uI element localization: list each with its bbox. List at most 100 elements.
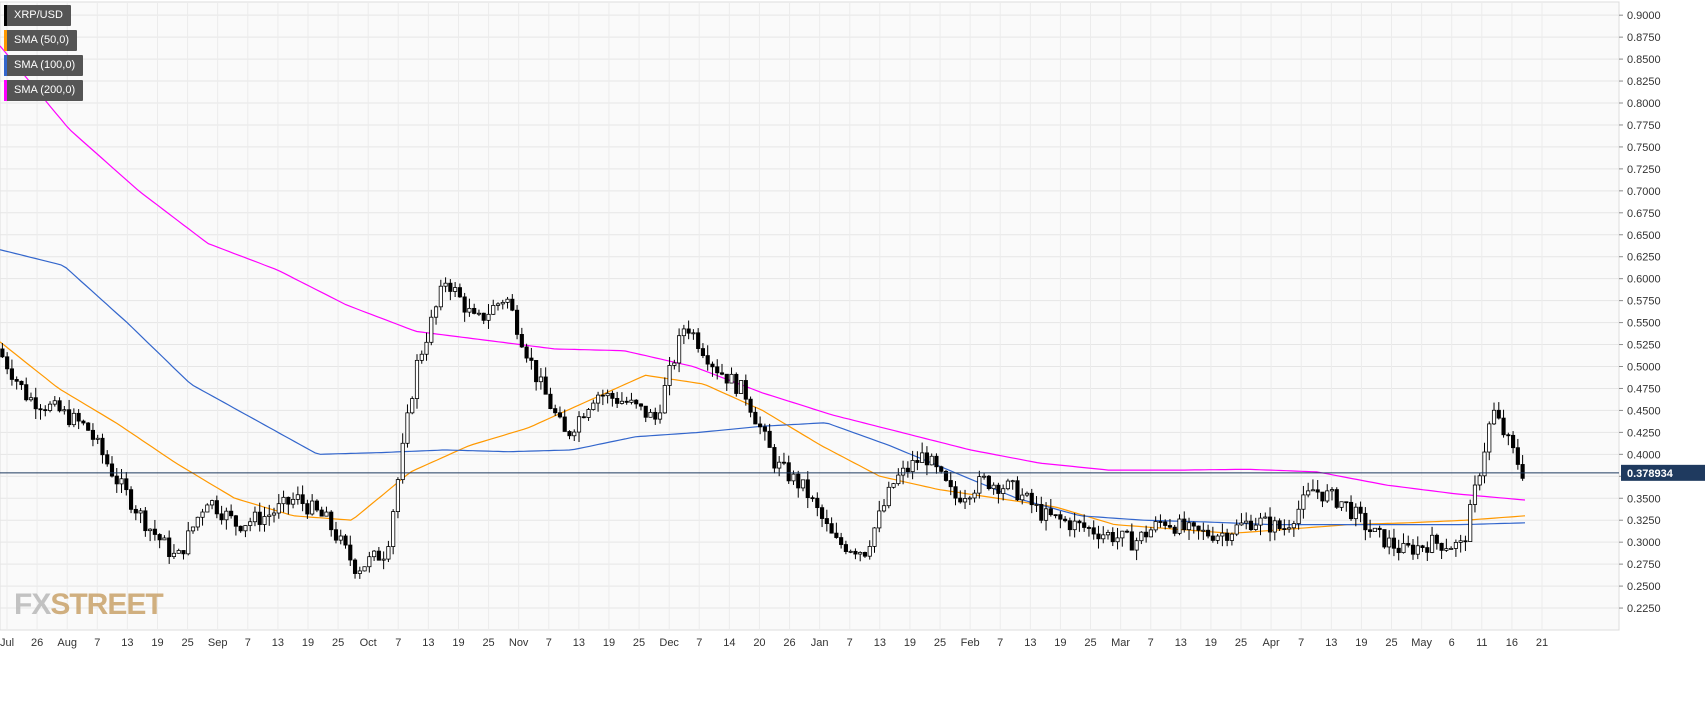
candle-body [381, 558, 386, 561]
candle-body [205, 504, 210, 513]
x-tick-label: 20 [753, 637, 765, 649]
candle-body [1186, 522, 1192, 531]
candle-body [1320, 491, 1325, 502]
candle [186, 521, 191, 556]
candle [596, 391, 601, 412]
candle-body [562, 416, 567, 432]
candle-body [372, 550, 377, 558]
candle-body [962, 498, 968, 503]
candle-body [1120, 530, 1125, 539]
candle-body [19, 380, 24, 386]
candle [891, 482, 896, 489]
candle-body [800, 479, 806, 489]
candle-body [448, 282, 453, 292]
candle [934, 453, 939, 474]
y-tick-label: 0.7500 [1627, 142, 1661, 154]
candle-body [767, 430, 772, 448]
candle [262, 506, 267, 532]
x-tick-label: 19 [302, 637, 314, 649]
candle [881, 499, 887, 513]
candle-body [805, 479, 810, 499]
candle-body [28, 397, 34, 401]
candle-body [1072, 520, 1077, 531]
candle [534, 360, 539, 391]
candle-body [305, 503, 310, 515]
sma-line-2 [0, 45, 1526, 501]
legend-item-sma100[interactable]: SMA (100,0) [4, 55, 84, 76]
candle-body [257, 511, 262, 525]
candle-body [1129, 531, 1134, 551]
candle-body [1353, 506, 1358, 520]
candle-body [829, 523, 834, 534]
x-tick-label: 13 [1175, 637, 1187, 649]
candle [19, 380, 24, 390]
x-tick-label: Oct [360, 637, 377, 649]
candle-body [529, 357, 534, 361]
candle-body [1134, 540, 1139, 551]
candle-body [762, 426, 767, 432]
candle [448, 279, 453, 301]
candle-body [543, 376, 548, 395]
candle [14, 376, 19, 390]
candle-body [982, 475, 987, 478]
x-tick-label: 25 [934, 637, 946, 649]
candle-body [662, 385, 667, 414]
candle [567, 430, 572, 440]
candle-body [481, 312, 486, 321]
x-tick-label: 7 [1148, 637, 1154, 649]
candle-body [1215, 535, 1220, 541]
candle-body [43, 409, 48, 412]
candle-body [862, 552, 868, 557]
candle-body [1167, 525, 1173, 528]
candle-body [391, 511, 396, 547]
candle [1377, 525, 1382, 538]
candle [700, 343, 705, 359]
candle [553, 404, 558, 416]
candle [214, 495, 219, 519]
candle [319, 506, 324, 517]
candle [1048, 499, 1053, 517]
candle [762, 423, 767, 441]
candle [1086, 525, 1092, 537]
candle-body [1296, 508, 1301, 525]
candle [267, 504, 272, 526]
candle-body [157, 534, 162, 541]
candle [424, 332, 429, 361]
candle-body [534, 360, 539, 383]
candle-body [901, 467, 906, 476]
candle [90, 423, 95, 447]
candle [1358, 501, 1363, 523]
candle [457, 283, 462, 298]
candle [1263, 512, 1268, 519]
candle-body [152, 528, 157, 535]
candle [681, 324, 686, 345]
candle-body [677, 335, 682, 364]
candle-body [1434, 534, 1439, 544]
candle [1229, 532, 1234, 546]
y-tick-label: 0.5250 [1627, 340, 1661, 352]
candle-body [238, 525, 243, 532]
y-tick-label: 0.2750 [1627, 559, 1661, 571]
candle-body [47, 403, 53, 411]
legend-item-xrpusd[interactable]: XRP/USD [4, 5, 71, 26]
candle-body [896, 474, 901, 485]
candle [753, 407, 758, 425]
candle-body [1244, 520, 1249, 524]
legend-item-sma50[interactable]: SMA (50,0) [4, 30, 78, 51]
candle [491, 299, 496, 315]
candle [1024, 491, 1030, 498]
x-tick-label: 11 [1476, 637, 1487, 649]
x-tick-label: 13 [1024, 637, 1036, 649]
candle [1325, 484, 1330, 503]
candle [519, 327, 524, 348]
candle [1520, 455, 1525, 481]
candle [362, 566, 367, 572]
candle [853, 548, 858, 560]
candle [662, 377, 667, 414]
candle-body [171, 552, 177, 557]
candle-body [581, 416, 586, 419]
candle [1277, 518, 1282, 531]
candle [810, 495, 815, 502]
candle-body [1515, 447, 1520, 465]
legend-item-sma200[interactable]: SMA (200,0) [4, 80, 84, 101]
